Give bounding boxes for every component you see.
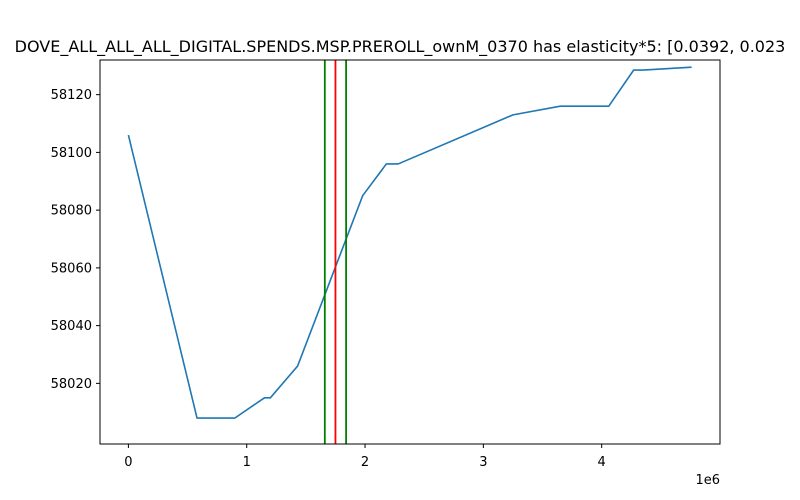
x-axis: 0 1 2 3 4 xyxy=(124,444,606,470)
y-tick-label: 58060 xyxy=(51,261,92,276)
axes-frame xyxy=(99,59,721,445)
x-tick-label: 3 xyxy=(479,455,487,470)
series-line-0 xyxy=(127,66,692,419)
y-axis: 58020 58040 58060 58080 58100 58120 xyxy=(51,88,100,392)
x-tick-label: 2 xyxy=(361,455,369,470)
x-tick-label: 1 xyxy=(243,455,251,470)
y-tick-label: 58020 xyxy=(51,377,92,392)
plot-content xyxy=(127,60,692,444)
x-axis-offset-label: 1e6 xyxy=(695,473,720,488)
x-tick-label: 4 xyxy=(598,455,606,470)
y-tick-label: 58100 xyxy=(51,146,92,161)
y-tick-label: 58080 xyxy=(51,204,92,219)
chart-title: DOVE_ALL_ALL_ALL_DIGITAL.SPENDS.MSP.PRER… xyxy=(15,37,786,57)
x-tick-label: 0 xyxy=(124,455,132,470)
y-tick-label: 58040 xyxy=(51,319,92,334)
y-tick-label: 58120 xyxy=(51,88,92,103)
